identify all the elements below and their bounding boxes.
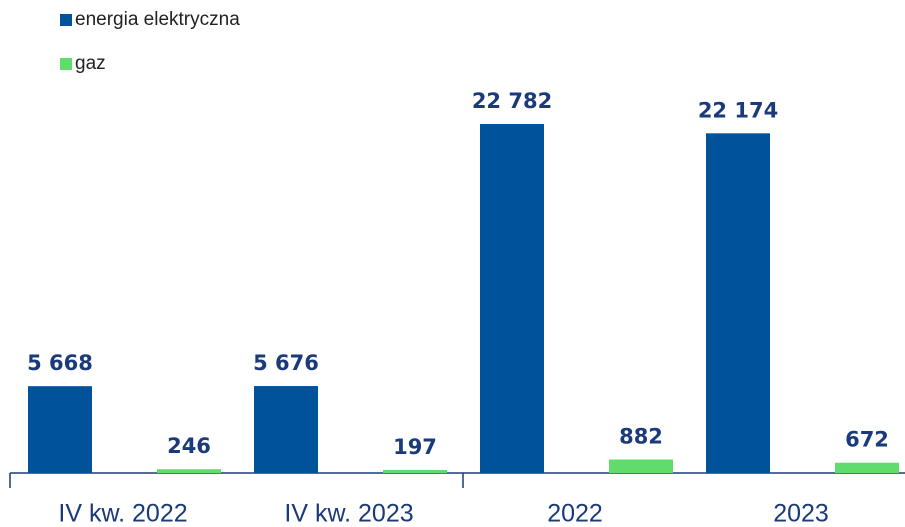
bar	[383, 469, 447, 473]
value-label: 22 174	[698, 98, 778, 122]
bar	[254, 386, 318, 473]
bar	[609, 459, 673, 473]
legend-label: energia elektryczna	[75, 9, 240, 30]
x-tick-label: 2022	[547, 500, 603, 527]
legend-swatch	[60, 58, 72, 70]
value-label: 22 782	[472, 89, 552, 113]
legend-label: gaz	[75, 53, 106, 74]
value-label: 882	[619, 424, 663, 448]
bar	[157, 469, 221, 473]
x-tick-label: 2023	[773, 500, 829, 527]
value-label: 197	[393, 435, 437, 459]
x-tick-label: IV kw. 2023	[284, 500, 413, 527]
value-label: 5 668	[27, 351, 93, 375]
value-label: 5 676	[253, 351, 319, 375]
x-tick-label: IV kw. 2022	[58, 500, 187, 527]
bar	[835, 462, 899, 473]
bar	[706, 133, 770, 473]
bar	[28, 386, 92, 473]
legend-swatch	[60, 14, 72, 26]
bar	[480, 124, 544, 473]
value-label: 672	[845, 428, 889, 452]
value-label: 246	[167, 434, 211, 458]
